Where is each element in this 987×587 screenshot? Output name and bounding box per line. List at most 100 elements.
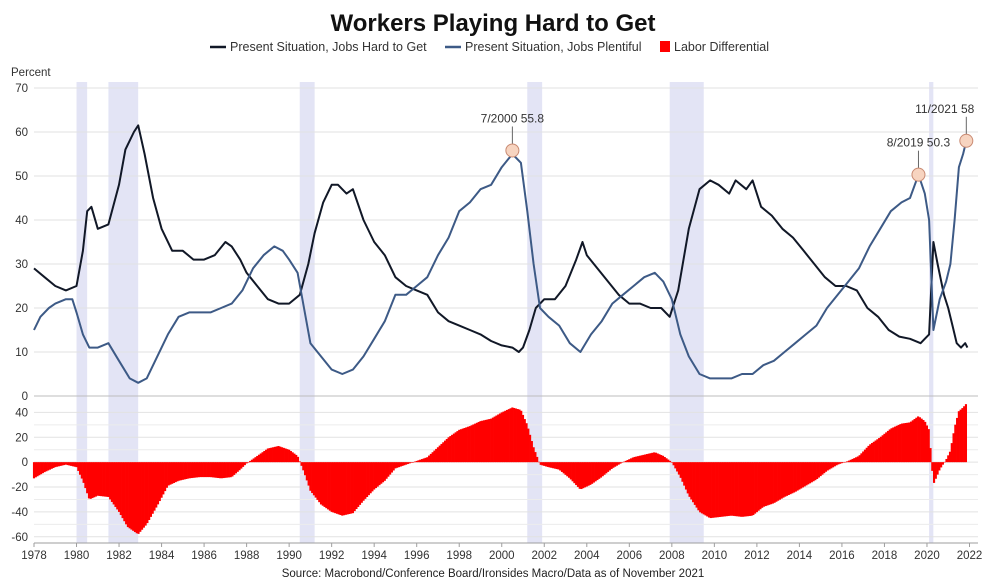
differential-bar <box>821 462 824 475</box>
differential-bar <box>741 462 744 517</box>
differential-bar <box>75 462 78 468</box>
differential-bar <box>775 462 778 502</box>
differential-bar <box>475 422 479 463</box>
differential-bar <box>573 462 576 484</box>
differential-bar <box>394 462 397 469</box>
differential-bar <box>275 446 278 463</box>
differential-bar <box>532 447 535 463</box>
differential-bar <box>578 462 581 489</box>
differential-bar <box>272 447 275 463</box>
differential-bar <box>435 448 438 463</box>
differential-bar <box>619 462 622 464</box>
differential-bar <box>242 462 245 467</box>
differential-bar <box>587 462 590 486</box>
differential-bar <box>463 427 466 463</box>
differential-bar <box>321 462 324 506</box>
legend-label-plentiful: Present Situation, Jobs Plentiful <box>465 40 642 54</box>
x-tick-2022: 2022 <box>957 550 983 562</box>
differential-bar <box>599 462 603 478</box>
differential-bar <box>364 462 367 499</box>
differential-bar <box>851 458 854 463</box>
differential-bar <box>961 408 964 463</box>
differential-bar <box>839 462 842 464</box>
differential-bar <box>927 429 930 463</box>
differential-bar <box>197 462 200 478</box>
differential-bar <box>537 461 541 463</box>
differential-bar <box>422 458 425 463</box>
differential-bar <box>71 462 75 467</box>
differential-bar <box>133 462 137 533</box>
differential-bar <box>723 462 727 517</box>
differential-bar <box>96 462 99 496</box>
differential-bar <box>417 460 420 463</box>
differential-bar <box>582 462 585 489</box>
differential-bar <box>314 462 317 498</box>
differential-bar <box>862 451 865 463</box>
series-line-jobs-hard-to-get <box>33 124 969 353</box>
differential-bar <box>716 462 719 518</box>
differential-bar <box>555 462 558 470</box>
differential-bar <box>181 462 184 480</box>
differential-bar <box>550 462 553 468</box>
differential-bar <box>412 462 415 463</box>
differential-bar <box>348 462 351 514</box>
differential-bar <box>229 462 232 478</box>
differential-bar <box>869 444 872 463</box>
differential-bar <box>87 462 90 499</box>
differential-bar <box>702 462 705 515</box>
differential-bar <box>144 462 147 526</box>
differential-bar <box>132 462 135 531</box>
differential-bar <box>199 462 202 478</box>
differential-bar <box>628 459 631 463</box>
differential-bar <box>865 447 868 463</box>
differential-bar <box>964 404 968 463</box>
differential-bar <box>787 462 790 496</box>
differential-bar <box>495 415 498 463</box>
differential-bar <box>41 462 44 474</box>
differential-bar <box>304 462 307 476</box>
differential-bar <box>812 462 815 482</box>
differential-bar <box>888 429 891 463</box>
differential-bar <box>52 462 55 468</box>
differential-bar <box>568 462 571 478</box>
differential-bar <box>647 453 650 463</box>
differential-bar <box>158 462 161 502</box>
differential-bar <box>413 461 416 463</box>
differential-bar <box>341 462 344 516</box>
differential-bar <box>653 452 656 463</box>
differential-bar <box>323 462 326 507</box>
differential-bar <box>419 459 422 463</box>
differential-bar <box>55 462 59 467</box>
differential-bar <box>286 449 289 463</box>
differential-bar <box>188 462 191 479</box>
differential-bar <box>98 462 101 496</box>
differential-bar <box>243 462 246 466</box>
differential-bar <box>849 459 852 463</box>
differential-bar <box>438 445 441 463</box>
differential-bar <box>931 462 934 471</box>
differential-bar <box>695 462 698 508</box>
x-tick-1996: 1996 <box>404 550 430 562</box>
differential-bar <box>82 462 85 483</box>
differential-bar <box>373 462 376 490</box>
differential-bar <box>663 456 666 463</box>
annotations: 7/2000 55.8 8/2019 50.3 11/2021 58 <box>481 102 975 182</box>
differential-bar <box>360 462 363 503</box>
differential-bar <box>311 462 314 494</box>
differential-bar <box>300 462 303 466</box>
differential-bar <box>941 462 944 465</box>
differential-bar <box>881 435 884 463</box>
differential-bar <box>293 453 296 463</box>
differential-bar <box>766 462 769 506</box>
differential-bar <box>351 462 354 514</box>
differential-bar <box>670 462 673 463</box>
differential-bar <box>491 417 494 463</box>
differential-bar <box>624 460 627 463</box>
differential-bar <box>768 462 771 505</box>
differential-bar <box>718 462 721 518</box>
differential-bar <box>622 461 626 463</box>
differential-bar <box>814 462 817 481</box>
differential-bar <box>424 457 427 463</box>
differential-bar <box>449 436 452 463</box>
differential-bar <box>482 420 486 463</box>
